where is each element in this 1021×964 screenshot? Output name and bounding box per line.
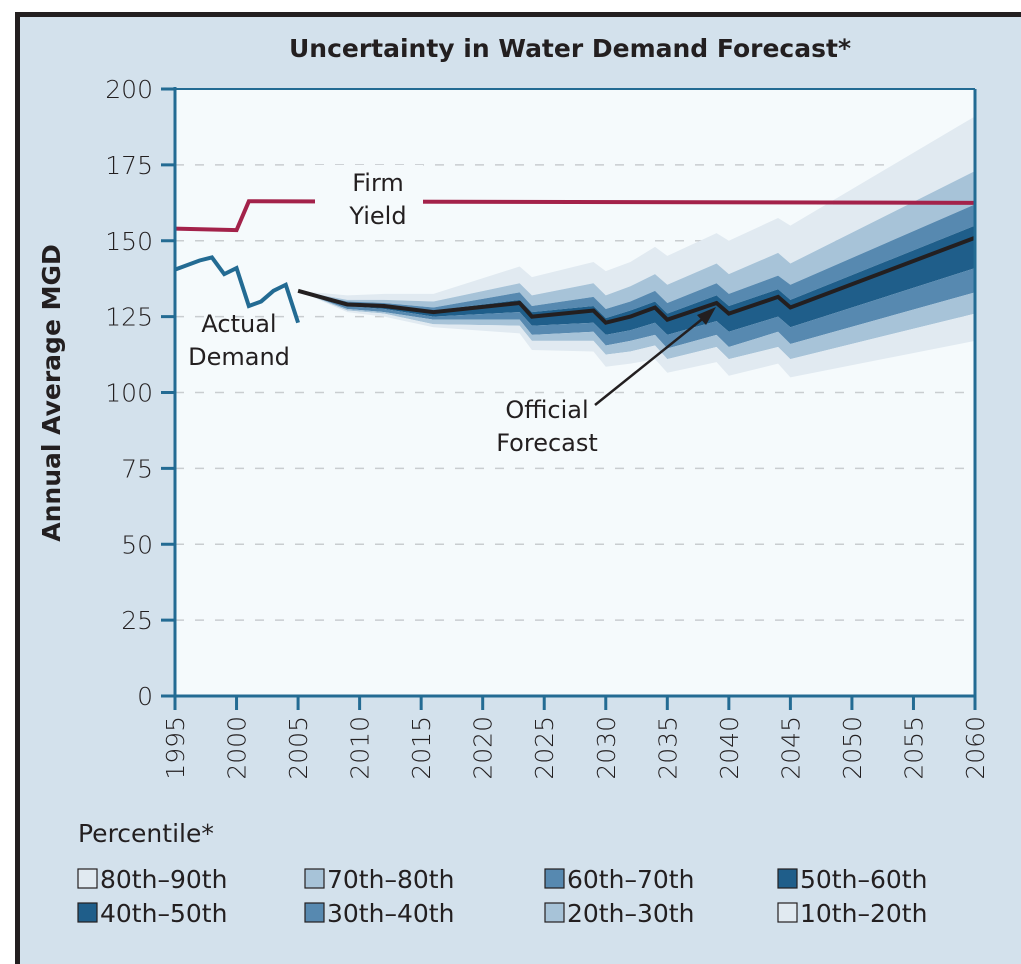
x-tick-label: 2025	[530, 716, 559, 780]
band-60-70	[298, 204, 976, 319]
y-axis-label: Annual Average MGD	[37, 244, 66, 542]
y-tick-label: 150	[105, 227, 153, 256]
y-tick-label: 200	[105, 75, 153, 104]
forecast-arrowhead	[697, 307, 716, 325]
firm-yield-label: Firm	[352, 169, 404, 197]
legend-title: Percentile*	[78, 819, 214, 848]
x-tick-label: 2055	[899, 716, 928, 780]
band-30-40	[298, 268, 976, 349]
x-tick-label: 2060	[961, 716, 990, 780]
x-tick-label: 2050	[838, 716, 867, 780]
band-10-20	[298, 290, 976, 378]
y-tick-label: 100	[105, 379, 153, 408]
actual-demand-line	[174, 255, 300, 324]
x-tick-label: 2015	[407, 716, 436, 780]
y-tick-label: 125	[105, 303, 153, 332]
x-tick-label: 2000	[223, 716, 252, 780]
legend-label: 10th–20th	[800, 899, 927, 928]
legend-label: 30th–40th	[327, 899, 454, 928]
y-tick-label: 75	[121, 454, 153, 483]
x-tick-label: 2030	[592, 716, 621, 780]
official-forecast-label: Official	[505, 396, 588, 424]
x-tick-label: 2005	[284, 716, 313, 780]
y-tick-label: 50	[121, 530, 153, 559]
legend-label: 50th–60th	[800, 865, 927, 894]
legend-swatch	[77, 902, 98, 923]
legend-label: 70th–80th	[327, 865, 454, 894]
legend-label: 80th–90th	[100, 865, 227, 894]
legend-swatch	[544, 868, 565, 889]
firm-yield-label-bg	[315, 165, 423, 235]
legend-label: 40th–50th	[100, 899, 227, 928]
legend-label: 60th–70th	[567, 865, 694, 894]
legend-swatch	[544, 902, 565, 923]
chart-title: Uncertainty in Water Demand Forecast*	[289, 34, 851, 63]
band-40-50	[298, 237, 976, 335]
official-forecast-label: Forecast	[496, 429, 598, 457]
firm-yield-line	[174, 199, 976, 233]
x-tick-label: 2020	[469, 716, 498, 780]
band-80-90	[298, 116, 976, 302]
y-tick-label: 175	[105, 151, 153, 180]
y-tick-label: 0	[137, 682, 153, 711]
legend-swatch	[304, 902, 325, 923]
actual-demand-label: Demand	[188, 343, 290, 371]
legend-swatch	[777, 902, 798, 923]
band-70-80	[298, 170, 976, 310]
x-tick-label: 2010	[346, 716, 375, 780]
legend-swatch	[304, 868, 325, 889]
x-tick-label: 1995	[161, 716, 190, 780]
x-tick-label: 2035	[653, 716, 682, 780]
band-50-60	[298, 225, 976, 323]
y-tick-label: 25	[121, 606, 153, 635]
legend-label: 20th–30th	[567, 899, 694, 928]
firm-yield-label: Yield	[348, 202, 406, 230]
legend-swatch	[777, 868, 798, 889]
x-tick-label: 2040	[715, 716, 744, 780]
official-forecast-line	[297, 235, 976, 325]
legend-swatch	[77, 868, 98, 889]
x-tick-label: 2045	[776, 716, 805, 780]
band-20-30	[298, 290, 976, 360]
actual-demand-label: Actual	[201, 310, 276, 338]
forecast-arrow	[594, 315, 707, 406]
